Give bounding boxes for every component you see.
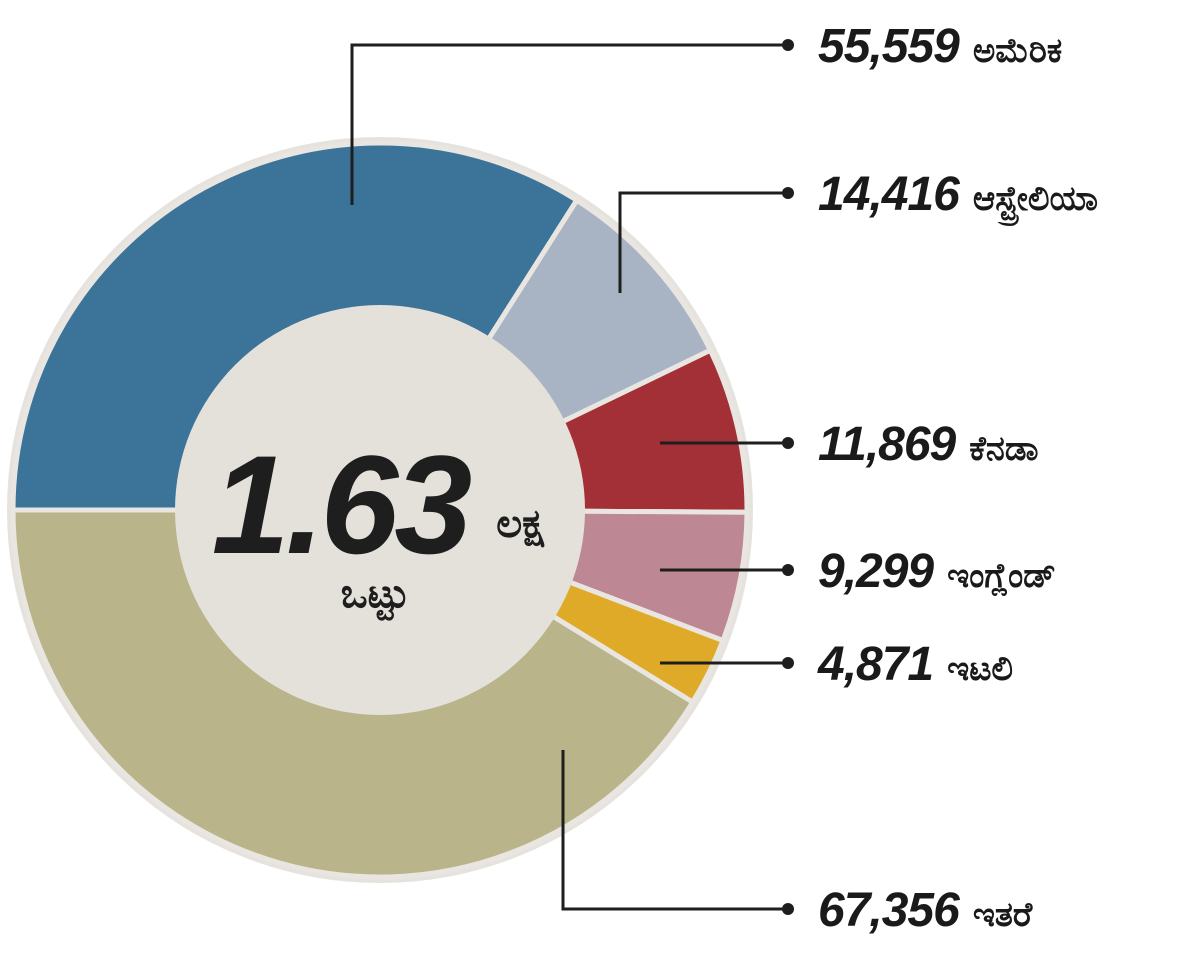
slice-label-5: 4,871 ಇಟಲಿ xyxy=(817,638,1013,691)
total-unit: ಲಕ್ಷ xyxy=(496,501,545,547)
slice-name-1: ಅಮೆರಿಕ xyxy=(973,31,1062,71)
slice-label-6: 67,356 ಇತರೆ xyxy=(818,884,1033,937)
leader-dot-1 xyxy=(782,39,794,51)
slice-name-3: ಕೆನಡಾ xyxy=(969,429,1038,469)
total-caption: ಒಟ್ಟು xyxy=(341,571,410,621)
slice-value-4: 9,299 xyxy=(818,545,934,598)
donut-outer-rim xyxy=(7,137,753,883)
leader-dot-3 xyxy=(782,437,794,449)
slice-label-4: 9,299 ಇಂಗ್ಲೆಂಡ್ xyxy=(818,545,1056,598)
labels-group: 55,559 ಅಮೆರಿಕ 14,416 ಆಸ್ಟ್ರೇಲಿಯಾ 11,869 ಕೆನಡಾ… xyxy=(817,20,1098,937)
donut-center xyxy=(175,305,585,715)
slice-label-2: 14,416 ಆಸ್ಟ್ರೇಲಿಯಾ xyxy=(818,168,1098,227)
leader-lines-group xyxy=(350,39,794,915)
leader-dot-2 xyxy=(782,187,794,199)
leader-line-1 xyxy=(350,43,788,205)
leader-line-6 xyxy=(561,750,788,911)
slice-name-6: ಇತರೆ xyxy=(973,895,1033,935)
slice-value-3: 11,869 xyxy=(818,418,957,471)
slice-value-2: 14,416 xyxy=(818,168,960,221)
leader-dot-5 xyxy=(782,657,794,669)
leader-dot-6 xyxy=(782,903,794,915)
leader-line-2 xyxy=(618,191,788,293)
slice-name-2: ಆಸ್ಟ್ರೇಲಿಯಾ xyxy=(973,179,1098,227)
total-value: 1.63 xyxy=(212,426,472,583)
slice-value-1: 55,559 xyxy=(818,20,960,73)
slice-label-3: 11,869 ಕೆನಡಾ xyxy=(818,418,1038,471)
slice-name-5: ಇಟಲಿ xyxy=(947,649,1013,689)
leader-dot-4 xyxy=(782,564,794,576)
slice-value-5: 4,871 xyxy=(817,638,933,691)
slices-group xyxy=(10,140,750,880)
slice-name-4: ಇಂಗ್ಲೆಂಡ್ xyxy=(947,556,1056,597)
slice-label-1: 55,559 ಅಮೆರಿಕ xyxy=(818,20,1062,73)
slice-value-6: 67,356 xyxy=(818,884,960,937)
